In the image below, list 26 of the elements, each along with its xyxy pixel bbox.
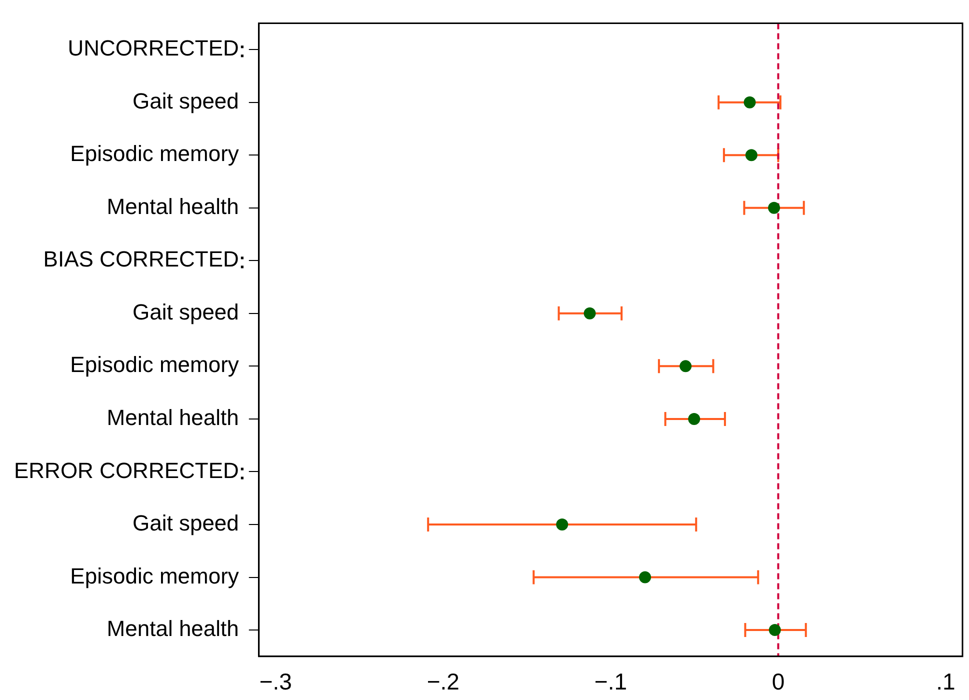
y-tick-label: Mental health [106,616,239,642]
y-tick-label: ERROR CORRECTED [14,458,239,483]
y-tick-label: BIAS CORRECTED [43,246,239,272]
x-tick-label: .1 [936,668,956,695]
point [688,412,700,425]
point [768,202,780,214]
point [768,624,781,636]
y-tick-label: Gait speed [132,299,239,324]
point [584,307,596,320]
y-tick-label: UNCORRECTED [68,36,239,61]
x-tick-label: 0 [772,668,785,695]
y-tick-label: Gait speed [132,88,239,114]
point [744,96,756,108]
y-tick-label: Gait speed [132,510,239,536]
x-tick-label: −.2 [426,668,460,695]
y-tick-label: Episodic memory [70,352,239,378]
point [680,360,692,372]
point [556,518,568,530]
y-tick-label: Mental health [106,405,239,430]
y-tick-label: Episodic memory [70,141,239,166]
y-tick-label: Episodic memory [70,563,239,588]
x-tick-label: −.1 [594,668,628,695]
x-tick-label: −.3 [259,668,292,695]
y-tick-label: Mental health [106,194,239,219]
point [745,149,758,162]
point [639,571,652,584]
